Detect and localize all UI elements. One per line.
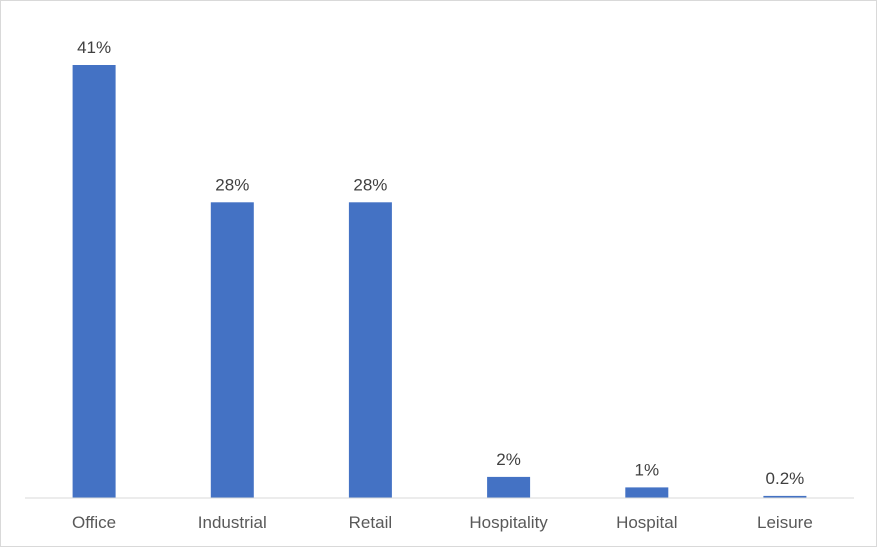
data-label-leisure: 0.2% <box>766 469 805 488</box>
x-tick-label-office: Office <box>72 513 116 532</box>
data-labels-group: 41% 28% 28% 2% 1% 0.2% <box>77 38 804 488</box>
x-tick-labels-group: Office Industrial Retail Hospitality Hospita… <box>72 513 813 532</box>
data-label-industrial: 28% <box>215 175 249 194</box>
x-tick-label-retail: Retail <box>349 513 392 532</box>
x-tick-label-leisure: Leisure <box>757 513 813 532</box>
x-tick-label-hospital: Hospital <box>616 513 677 532</box>
bar-hospital <box>625 487 669 498</box>
bar-leisure <box>763 495 807 498</box>
bar-retail <box>348 202 392 499</box>
bar-hospitality <box>487 476 531 498</box>
data-label-office: 41% <box>77 38 111 57</box>
data-label-hospitality: 2% <box>496 450 521 469</box>
bar-industrial <box>210 202 254 499</box>
bar-office <box>72 65 116 498</box>
x-tick-label-hospitality: Hospitality <box>469 513 548 532</box>
data-label-retail: 28% <box>353 175 387 194</box>
x-tick-label-industrial: Industrial <box>198 513 267 532</box>
bars-group <box>72 65 807 499</box>
data-label-hospital: 1% <box>635 460 660 479</box>
